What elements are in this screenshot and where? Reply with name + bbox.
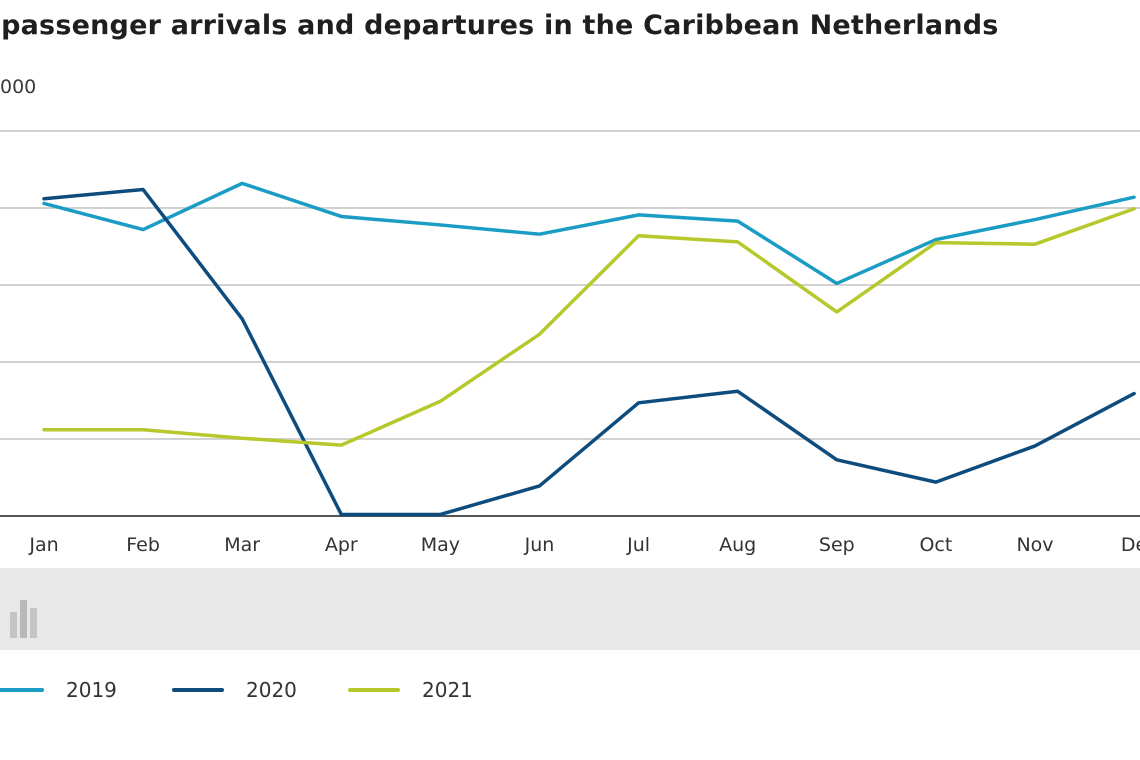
x-tick-label: Jun	[524, 534, 555, 556]
x-tick-label: Sep	[819, 534, 855, 556]
legend-swatch	[0, 688, 44, 692]
bar-chart-icon[interactable]	[8, 592, 42, 638]
legend-swatch	[172, 688, 224, 692]
x-tick-label: Feb	[126, 534, 160, 556]
x-tick-labels: Jan Feb Mar Apr May Jun Jul Aug Sep Oct Nov De	[28, 534, 1140, 556]
chart-title: r passenger arrivals and departures in t…	[0, 10, 999, 41]
legend-swatch	[348, 688, 400, 692]
time-slider-bar[interactable]	[0, 568, 1140, 650]
x-tick-label: De	[1121, 534, 1140, 556]
x-tick-label: Oct	[919, 534, 952, 556]
series-line-2020[interactable]	[42, 187, 1136, 517]
y-axis-unit-label: 000	[0, 76, 37, 98]
x-tick-label: Apr	[325, 534, 358, 556]
legend: 2019 2020 2021	[0, 670, 1140, 710]
x-tick-label: Nov	[1016, 534, 1053, 556]
x-tick-label: May	[421, 534, 460, 556]
series-line-2019[interactable]	[42, 181, 1136, 286]
series-line-2021[interactable]	[42, 207, 1136, 447]
x-tick-label: Jul	[626, 534, 650, 556]
x-tick-label: Mar	[224, 534, 260, 556]
gridlines	[0, 130, 1140, 440]
legend-item-2019[interactable]: 2019	[0, 670, 117, 710]
legend-label: 2020	[246, 678, 297, 702]
series-lines	[42, 181, 1136, 517]
legend-item-2020[interactable]: 2020	[172, 670, 297, 710]
legend-label: 2019	[66, 678, 117, 702]
line-chart: Jan Feb Mar Apr May Jun Jul Aug Sep Oct Nov De	[0, 130, 1140, 556]
x-tick-label: Jan	[28, 534, 58, 556]
legend-item-2021[interactable]: 2021	[348, 670, 473, 710]
x-tick-label: Aug	[719, 534, 756, 556]
legend-label: 2021	[422, 678, 473, 702]
